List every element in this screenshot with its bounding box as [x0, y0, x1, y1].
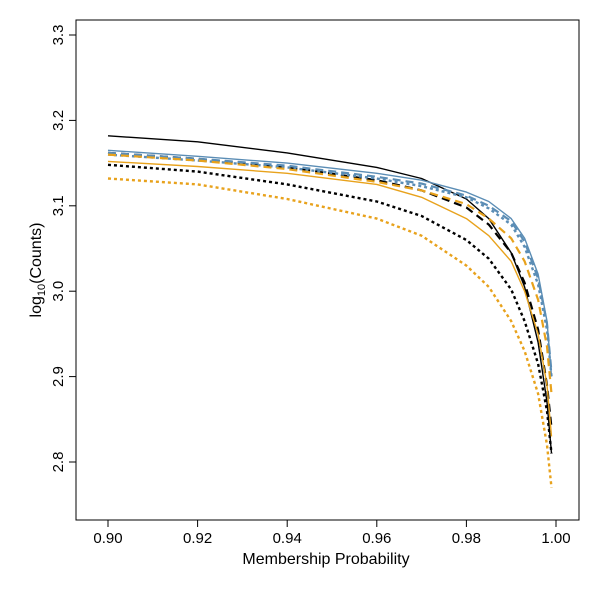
- series-line-7: [107, 160, 553, 437]
- y-axis-label: log10(Counts): [28, 223, 48, 318]
- x-tick-label: 0.90: [93, 530, 122, 547]
- series-line-8: [107, 153, 553, 394]
- y-tick-label: 3.1: [50, 195, 67, 216]
- y-axis-label-subscript: 10: [36, 284, 48, 296]
- y-axis-label-main: log: [28, 296, 45, 317]
- x-tick-label: 0.92: [183, 530, 212, 547]
- series-line-2: [107, 151, 553, 428]
- x-tick-label: 0.94: [273, 530, 302, 547]
- series-line-4: [107, 149, 553, 377]
- y-axis-label-rest: (Counts): [28, 223, 45, 284]
- x-tick-label: 1.00: [541, 530, 570, 547]
- series-line-6: [107, 153, 553, 377]
- series-line-9: [107, 177, 553, 488]
- series-line-5: [107, 151, 553, 373]
- y-tick-label: 3.3: [50, 25, 67, 46]
- series-line-3: [107, 163, 553, 454]
- y-tick-label: 3.2: [50, 110, 67, 131]
- plot-frame: [75, 19, 580, 521]
- series-layer: [107, 135, 553, 488]
- y-axis: 2.8 2.9 3.0 3.1 3.2 3.3: [50, 25, 76, 473]
- y-tick-label: 3.0: [50, 281, 67, 302]
- y-tick-label: 2.9: [50, 366, 67, 387]
- x-axis-label: Membership Probability: [242, 551, 409, 568]
- series-line-1: [107, 135, 553, 454]
- x-tick-label: 0.96: [362, 530, 391, 547]
- y-tick-label: 2.8: [50, 452, 67, 473]
- x-tick-label: 0.98: [452, 530, 481, 547]
- x-axis: 0.90 0.92 0.94 0.96 0.98 1.00: [93, 520, 571, 547]
